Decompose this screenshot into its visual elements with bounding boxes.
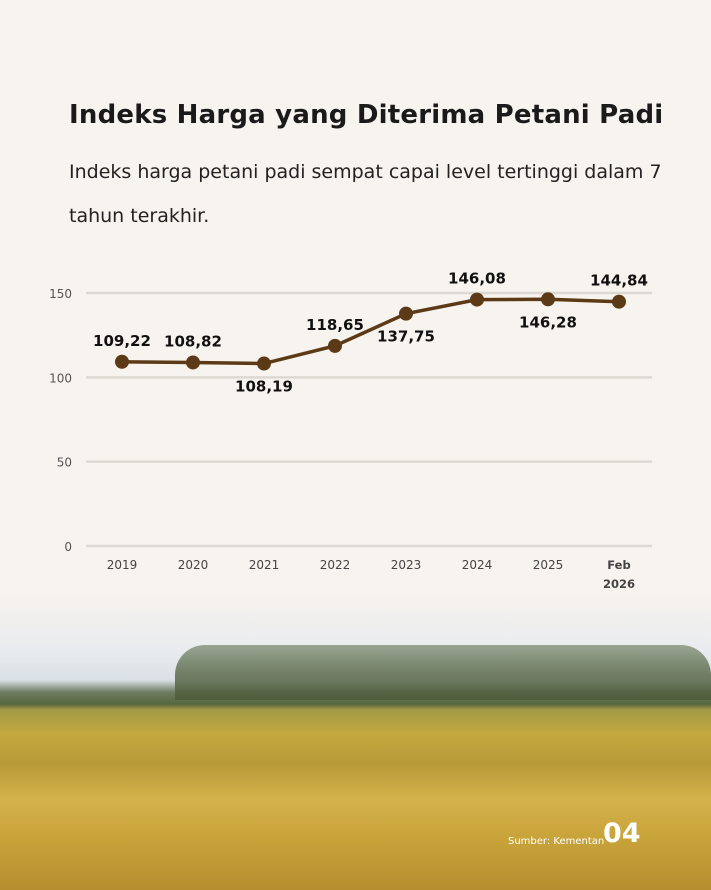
data-point [612,294,626,309]
source-note: Sumber: Kementan [508,836,605,847]
data-point [186,355,200,370]
y-tick-label: 0 [64,540,72,554]
line-chart: 0 50 100 150 109,22 2019 108,82 2020 108,19 2021 1… [49,270,652,591]
data-point [115,354,129,369]
data-label: 137,75 [377,328,435,346]
data-label: 146,28 [519,313,577,331]
series-line [121,297,620,366]
x-tick-label: 2024 [462,558,493,572]
data-label: 108,82 [164,332,222,350]
x-tick-label: 2023 [391,558,422,572]
rice-field-photo [0,590,711,890]
data-point [257,356,271,371]
x-tick-label: 2025 [533,558,564,572]
page-number: 04 [603,818,641,849]
x-tick-label: 2020 [178,558,209,572]
page-title: Indeks Harga yang Diterima Petani Padi [69,100,664,130]
y-tick-label: 100 [49,371,72,385]
subtitle: Indeks harga petani padi sempat capai le… [69,161,662,227]
y-tick-label: 50 [57,456,72,470]
x-tick-label: 2019 [107,558,138,572]
tree-line [175,645,711,700]
x-tick-label: 2021 [249,558,280,572]
data-point [328,338,342,353]
data-point [399,306,413,321]
data-label: 108,19 [235,378,293,396]
data-label: 146,08 [448,270,506,288]
x-tick-label: Feb [607,558,630,572]
data-point [470,292,484,307]
data-label: 144,84 [590,272,648,290]
x-tick-label: 2026 [603,577,635,591]
x-tick-label: 2022 [320,558,351,572]
y-tick-label: 150 [49,287,72,301]
data-point [541,292,555,307]
data-label: 109,22 [93,332,151,350]
data-label: 118,65 [306,316,364,334]
